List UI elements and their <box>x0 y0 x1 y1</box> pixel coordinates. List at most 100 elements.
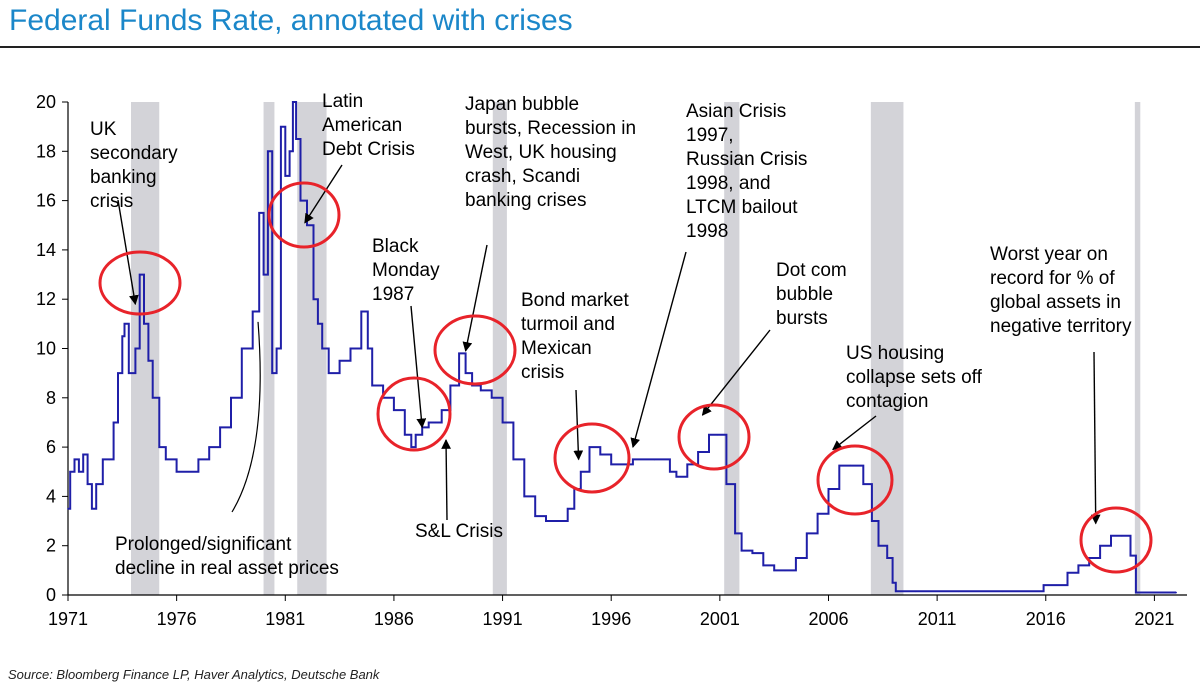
data-point-92 <box>784 569 786 572</box>
data-point-69 <box>534 515 536 517</box>
x-tick-label-1971: 1971 <box>48 609 88 629</box>
annotation-2-line-1: Monday <box>372 260 440 281</box>
x-tick-label-1976: 1976 <box>157 609 197 629</box>
data-point-105 <box>914 590 917 593</box>
y-tick-label-8: 8 <box>46 388 56 408</box>
annotation-5-line-1: turmoil and <box>521 314 615 335</box>
data-point-15 <box>134 347 137 350</box>
data-point-6 <box>91 507 93 510</box>
data-point-84 <box>708 433 710 436</box>
data-point-65 <box>490 397 493 399</box>
data-point-97 <box>838 464 841 467</box>
data-point-34 <box>275 347 278 350</box>
annotation-3-arrow <box>462 244 488 352</box>
data-point-13 <box>123 323 126 325</box>
data-point-9 <box>108 458 111 461</box>
data-point-31 <box>262 273 265 276</box>
data-point-88 <box>740 549 743 552</box>
annotation-3-line-4: banking crises <box>465 190 586 211</box>
data-point-86 <box>725 483 728 485</box>
data-point-120 <box>1175 591 1177 594</box>
data-point-10 <box>112 421 115 424</box>
data-point-57 <box>427 421 430 424</box>
y-tick-label-14: 14 <box>36 240 56 260</box>
annotation-6-line-1: bubble <box>776 284 833 305</box>
annotation-5-line-3: crisis <box>521 362 564 383</box>
annotation-8-circle <box>1079 506 1153 574</box>
data-point-48 <box>360 310 363 313</box>
data-point-2 <box>73 458 76 461</box>
data-point-106 <box>958 590 960 593</box>
recession-band-3 <box>492 102 507 595</box>
data-point-68 <box>523 495 526 498</box>
data-point-71 <box>556 520 558 522</box>
data-point-66 <box>501 421 504 424</box>
annotation-5-line-2: Mexican <box>521 338 592 359</box>
annotation-6-line-0: Dot com <box>776 260 847 281</box>
y-tick-label-10: 10 <box>36 339 56 359</box>
annotation-1-arrow <box>304 164 343 224</box>
data-point-113 <box>1099 544 1101 547</box>
annotation-8-line-0: Worst year on <box>990 244 1108 265</box>
y-tick-label-18: 18 <box>36 141 56 161</box>
data-point-42 <box>312 298 315 301</box>
data-point-82 <box>686 463 689 466</box>
recession-band-4 <box>724 102 740 595</box>
data-point-44 <box>321 347 324 350</box>
x-tick-label-2021: 2021 <box>1134 609 1174 629</box>
data-point-40 <box>299 199 302 202</box>
data-point-25 <box>208 446 211 448</box>
data-point-110 <box>1066 572 1069 574</box>
annotation-10-line-0: Prolonged/significant <box>115 534 292 555</box>
x-tick-label-1991: 1991 <box>483 609 523 629</box>
annotation-2-circle <box>376 376 452 452</box>
data-point-114 <box>1110 535 1112 537</box>
annotation-2-line-0: Black <box>372 236 419 257</box>
x-tick-label-1986: 1986 <box>374 609 414 629</box>
data-point-8 <box>101 458 104 461</box>
data-point-95 <box>816 512 819 515</box>
annotation-2-line-2: 1987 <box>372 284 414 305</box>
data-point-74 <box>579 470 582 473</box>
data-point-102 <box>886 557 888 559</box>
data-point-70 <box>545 520 547 522</box>
data-point-78 <box>632 458 634 461</box>
annotation-0-line-2: banking <box>90 167 157 188</box>
data-point-104 <box>895 590 897 593</box>
data-point-37 <box>288 150 291 153</box>
data-point-17 <box>143 323 145 325</box>
x-tick-label-2001: 2001 <box>700 609 740 629</box>
data-point-33 <box>271 372 274 374</box>
data-point-80 <box>669 470 671 473</box>
data-point-67 <box>512 458 515 461</box>
data-point-24 <box>197 458 200 461</box>
annotation-3-line-2: West, UK housing <box>465 142 617 163</box>
annotation-1-line-1: American <box>322 115 402 136</box>
annotation-2-arrow <box>410 305 427 429</box>
data-point-19 <box>151 397 154 399</box>
data-point-91 <box>773 569 775 572</box>
annotation-1-circle <box>267 181 341 249</box>
data-point-83 <box>697 451 699 453</box>
data-point-43 <box>317 323 319 325</box>
x-tick-label-1996: 1996 <box>591 609 631 629</box>
annotation-6-circle <box>677 403 751 471</box>
chart-title: Federal Funds Rate, annotated with crise… <box>9 4 573 37</box>
annotation-0-line-1: secondary <box>90 143 178 164</box>
data-point-81 <box>675 475 678 478</box>
annotation-7-circle <box>816 444 894 516</box>
annotation-4-line-3: 1998, and <box>686 173 771 194</box>
data-point-36 <box>284 175 287 177</box>
data-point-28 <box>241 347 243 350</box>
data-point-39 <box>295 138 297 140</box>
recession-band-6 <box>1134 102 1141 595</box>
data-point-4 <box>82 453 85 456</box>
data-point-53 <box>403 433 406 436</box>
annotation-3-line-3: crash, Scandi <box>465 166 580 187</box>
data-point-38 <box>292 101 294 103</box>
annotation-7-line-1: collapse sets off <box>846 367 983 388</box>
data-point-72 <box>566 507 569 510</box>
data-point-27 <box>230 397 232 399</box>
y-tick-label-0: 0 <box>46 585 56 605</box>
data-point-35 <box>280 125 282 128</box>
